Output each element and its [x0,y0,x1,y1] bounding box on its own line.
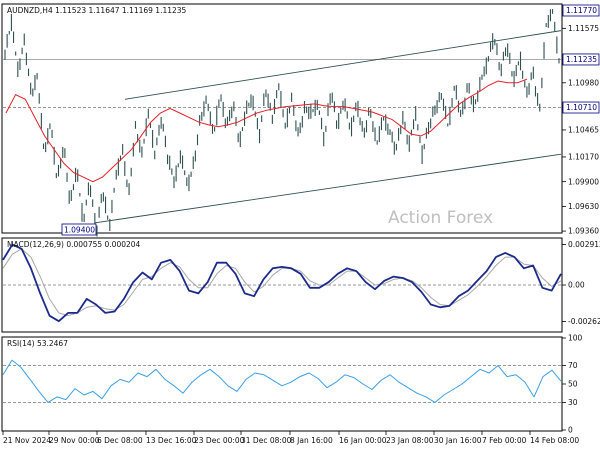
high-price-tag: 1.11770 [566,6,597,15]
rsi-series [2,359,562,403]
watermark: Action Forex [388,208,493,228]
price-tags: 1.11770 1.11235 1.10710 [562,4,600,114]
macd-pane: MACD(12,26,9) 0.000755 0.000204 0.002912… [1,237,600,333]
price-pane: Action Forex AUDNZD,H4 1.11523 1.11647 1… [1,3,600,237]
high-price-tag-frame [562,4,600,17]
y-tick-label: 1.09630 [568,202,599,211]
price-pane-label: AUDNZD,H4 1.11523 1.11647 1.11169 1.1123… [7,6,187,15]
price-grid [3,59,561,108]
x-tick-label: 30 Jan 16:00 [434,436,482,445]
y-tick-label: 1.10170 [568,153,599,162]
macd-y-axis: 0.002912 0.00 -0.002625 [562,240,600,326]
x-tick-label: 8 Jan 16:00 [290,436,333,445]
channel-upper-line [124,30,562,100]
y-tick-label: 0.00 [568,281,585,290]
rsi-pane: RSI(14) 53.2467 100 70 50 30 0 [1,334,583,435]
macd-pane-label: MACD(12,26,9) 0.000755 0.000204 [7,240,141,249]
macd-series [2,243,562,323]
x-tick-label: 6 Dec 08:00 [97,436,143,445]
level-price-tag-frame [562,101,600,114]
y-tick-label: 1.09900 [568,177,599,186]
y-tick-label: 1.11575 [568,24,599,33]
price-series [4,9,560,237]
y-tick-label: 30 [568,398,578,407]
x-tick-label: 29 Nov 00:00 [49,436,100,445]
x-tick-label: 23 Jan 08:00 [386,436,434,445]
rsi-line [2,359,562,403]
rsi-y-axis: 100 70 50 30 0 [562,334,583,435]
macd-main-line [2,243,562,323]
y-tick-label: -0.002625 [568,317,600,326]
level-price-tag: 1.10710 [566,103,597,112]
price-moving-average [5,78,528,183]
low-label-frame [61,223,97,236]
channel-lower-line [94,153,562,224]
y-tick-label: 1.09360 [568,227,599,236]
low-label: 1.09400 [64,226,95,235]
x-tick-label: 13 Dec 16:00 [146,436,197,445]
price-channel [94,30,562,224]
y-tick-label: 0.002912 [568,240,600,249]
x-tick-label: 21 Nov 2024 [3,436,51,445]
low-label-box: 1.09400 [61,223,97,236]
y-tick-label: 50 [568,380,578,389]
y-tick-label: 100 [568,334,583,343]
macd-signal-line [2,248,562,317]
x-tick-label: 23 Dec 00:00 [194,436,245,445]
x-tick-label: 31 Dec 08:00 [241,436,292,445]
y-tick-label: 1.10465 [568,126,599,135]
rsi-pane-frame [1,336,563,432]
x-tick-label: 7 Feb 00:00 [482,436,527,445]
current-price-tag: 1.11235 [566,55,597,64]
rsi-grid [3,365,561,403]
rsi-pane-label: RSI(14) 53.2467 [7,339,68,348]
moving-average-line [5,78,528,183]
price-pane-frame [1,3,563,234]
y-tick-label: 0 [568,426,573,435]
current-price-tag-frame [562,53,600,66]
x-tick-label: 16 Jan 00:00 [339,436,387,445]
y-tick-label: 70 [568,361,578,370]
y-tick-label: 1.10980 [568,78,599,87]
x-tick-label: 14 Feb 08:00 [530,436,579,445]
